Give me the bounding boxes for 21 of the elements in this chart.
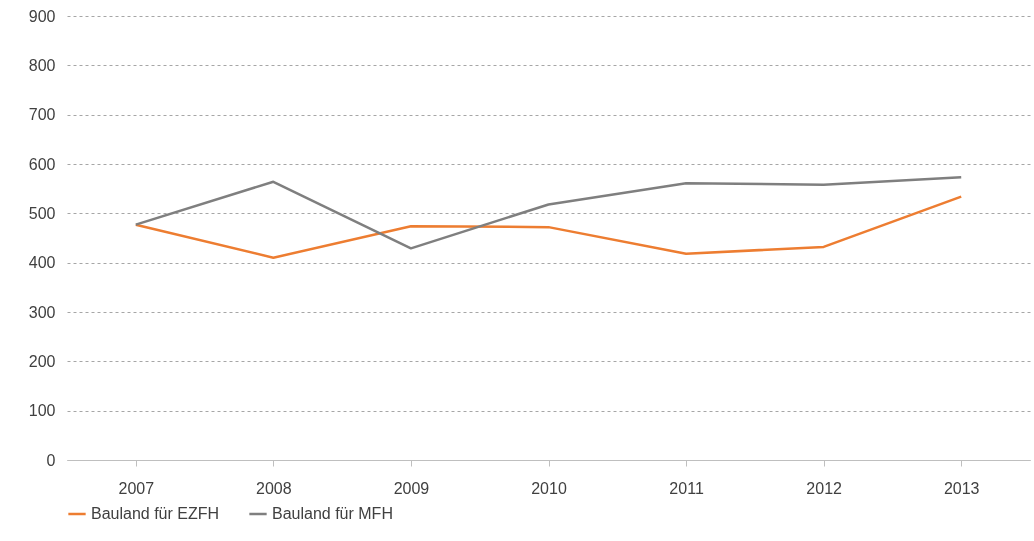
y-tick-label: 600 (28, 155, 56, 173)
y-tick-label: 400 (28, 254, 56, 272)
y-tick-label: 200 (28, 352, 56, 370)
legend-label: Bauland für EZFH (91, 505, 220, 522)
y-tick-label: 500 (28, 204, 56, 222)
y-tick-label: 0 (46, 451, 56, 469)
x-tick-label: 2012 (806, 479, 843, 497)
x-tick-label: 2010 (531, 479, 567, 497)
line-series (134, 176, 963, 250)
y-tick-label: 900 (28, 7, 56, 25)
x-tick-label: 2009 (393, 479, 430, 497)
y-tick-label: 100 (28, 402, 56, 420)
x-tick-label: 2011 (669, 479, 704, 497)
x-tick-label: 2007 (118, 479, 155, 497)
y-tick-label: 700 (28, 106, 56, 124)
x-tick-label: 2008 (256, 479, 292, 497)
legend-label: Bauland für MFH (272, 505, 393, 522)
x-tick-label: 2013 (943, 479, 980, 497)
y-tick-label: 300 (28, 303, 56, 321)
y-tick-label: 800 (28, 56, 56, 74)
line-series (134, 195, 963, 259)
